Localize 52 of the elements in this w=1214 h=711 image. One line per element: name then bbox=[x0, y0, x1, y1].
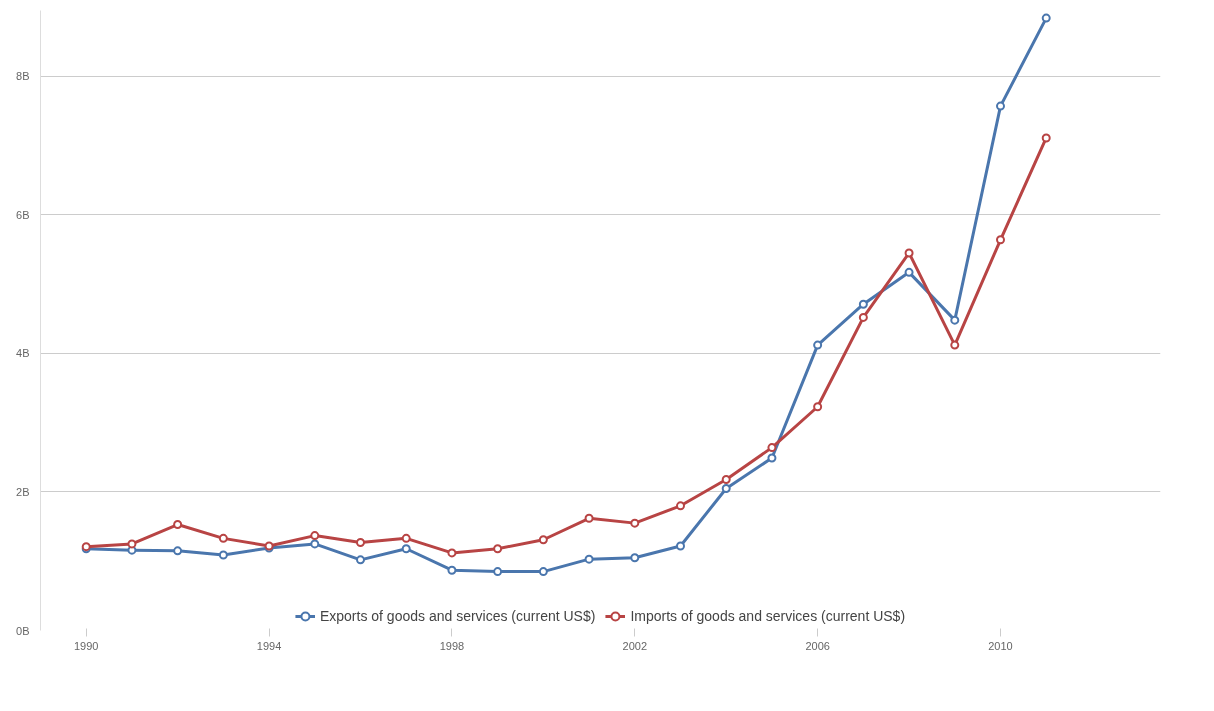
point bbox=[127, 539, 137, 549]
point bbox=[584, 554, 594, 564]
point bbox=[447, 565, 457, 575]
point bbox=[401, 544, 411, 554]
point bbox=[950, 340, 960, 350]
x-tick-label: 1990 bbox=[73, 639, 99, 652]
point bbox=[767, 443, 777, 453]
point bbox=[1041, 13, 1051, 23]
y-tick-label: 0B bbox=[16, 624, 30, 637]
point bbox=[218, 533, 228, 543]
point bbox=[538, 567, 548, 577]
point bbox=[813, 402, 823, 412]
point bbox=[356, 538, 365, 548]
x-tick-label: 2010 bbox=[988, 639, 1013, 652]
point bbox=[676, 541, 685, 551]
y-tick-label: 8B bbox=[16, 70, 30, 83]
y-tick-label: 6B bbox=[16, 208, 30, 221]
point bbox=[401, 533, 411, 543]
x-tick-label: 2006 bbox=[805, 639, 830, 652]
point bbox=[310, 539, 320, 549]
point bbox=[858, 312, 868, 322]
y-tick-label: 2B bbox=[16, 485, 30, 498]
point bbox=[721, 474, 731, 484]
point bbox=[1041, 133, 1051, 143]
x-tick-label: 1994 bbox=[256, 639, 282, 652]
point bbox=[493, 567, 503, 577]
point bbox=[630, 553, 640, 563]
point bbox=[173, 546, 183, 556]
point bbox=[630, 518, 640, 528]
point bbox=[218, 550, 228, 560]
point bbox=[904, 267, 914, 277]
point bbox=[858, 299, 868, 309]
legend-label: Imports of goods and services (current US$) bbox=[630, 608, 906, 624]
point bbox=[721, 484, 731, 493]
point bbox=[493, 544, 503, 554]
legend-label: Exports of goods and services (current US$) bbox=[319, 608, 596, 624]
point bbox=[676, 501, 685, 511]
point bbox=[996, 101, 1005, 111]
point bbox=[584, 513, 594, 523]
x-tick-label: 2002 bbox=[622, 639, 648, 652]
point bbox=[310, 531, 320, 541]
point bbox=[356, 555, 365, 565]
point bbox=[767, 453, 777, 463]
point bbox=[996, 235, 1005, 245]
y-tick-label: 4B bbox=[16, 347, 30, 360]
point bbox=[813, 340, 823, 350]
point bbox=[173, 520, 183, 529]
point bbox=[447, 548, 457, 558]
point bbox=[904, 248, 914, 258]
point bbox=[950, 315, 960, 325]
x-tick-label: 1998 bbox=[439, 639, 465, 652]
point bbox=[538, 535, 548, 545]
